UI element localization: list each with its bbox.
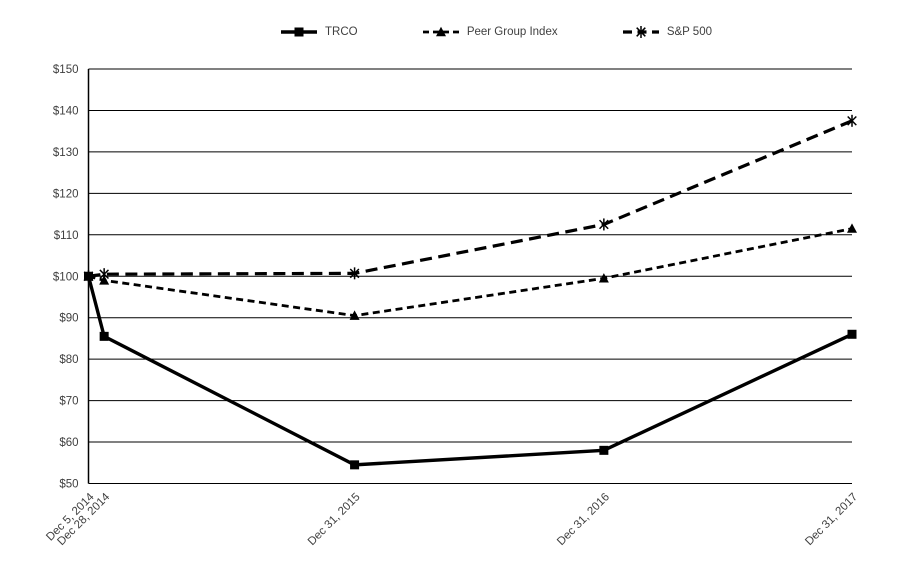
asterisk-marker-icon <box>99 268 110 281</box>
y-tick-label: $120 <box>53 188 79 200</box>
legend-label-trco: TRCO <box>325 26 358 38</box>
y-tick-label: $150 <box>53 64 79 76</box>
y-axis-tick-labels: $50 $60 $70 $80 $90 $100 $110 $120 $130 $140 $150 <box>53 64 79 491</box>
series-s-p-500 <box>83 114 857 283</box>
series-line <box>88 227 853 318</box>
x-tick-label: Dec 31, 2017 <box>803 491 860 548</box>
square-marker-icon <box>294 27 304 37</box>
series-line <box>86 275 853 467</box>
legend-label-peer-group-index: Peer Group Index <box>466 26 558 38</box>
chart-legend: TRCO Peer Group Index S&P 500 <box>280 26 712 38</box>
y-tick-label: $60 <box>59 437 78 449</box>
triangle-marker-icon <box>598 273 609 283</box>
y-tick-label: $70 <box>59 396 78 408</box>
asterisk-marker-icon <box>349 267 360 280</box>
peer-group-line-marker-icon <box>422 26 459 37</box>
trco-line-marker-icon <box>281 27 317 37</box>
asterisk-marker-icon <box>599 218 609 231</box>
series-trco <box>84 271 857 470</box>
legend-item-peer-group-index: Peer Group Index <box>422 26 558 38</box>
gridlines <box>88 68 852 484</box>
asterisk-marker-icon <box>847 114 857 127</box>
y-tick-label: $50 <box>59 479 78 491</box>
square-marker-icon <box>847 329 857 339</box>
square-marker-icon <box>599 445 609 455</box>
legend-item-sp500: S&P 500 <box>622 26 712 38</box>
triangle-marker-icon <box>435 26 446 37</box>
y-tick-label: $130 <box>53 147 79 159</box>
x-tick-label: Dec 31, 2015 <box>306 491 363 548</box>
triangle-marker-icon <box>349 310 360 320</box>
legend-label-sp500: S&P 500 <box>666 26 712 38</box>
y-tick-label: $90 <box>59 313 78 325</box>
x-tick-label: Dec 31, 2016 <box>555 491 612 548</box>
y-tick-label: $110 <box>54 230 79 242</box>
triangle-marker-icon <box>847 223 857 233</box>
asterisk-marker-icon <box>635 26 646 38</box>
square-marker-icon <box>350 460 360 470</box>
asterisk-marker-icon <box>83 270 94 283</box>
y-tick-label: $140 <box>53 105 79 117</box>
series-peer-group-index <box>83 223 857 320</box>
y-tick-label: $100 <box>53 271 79 283</box>
square-marker-icon <box>99 331 109 341</box>
y-tick-label: $80 <box>59 354 78 366</box>
legend-item-trco: TRCO <box>280 26 358 38</box>
sp500-line-marker-icon <box>622 26 659 38</box>
